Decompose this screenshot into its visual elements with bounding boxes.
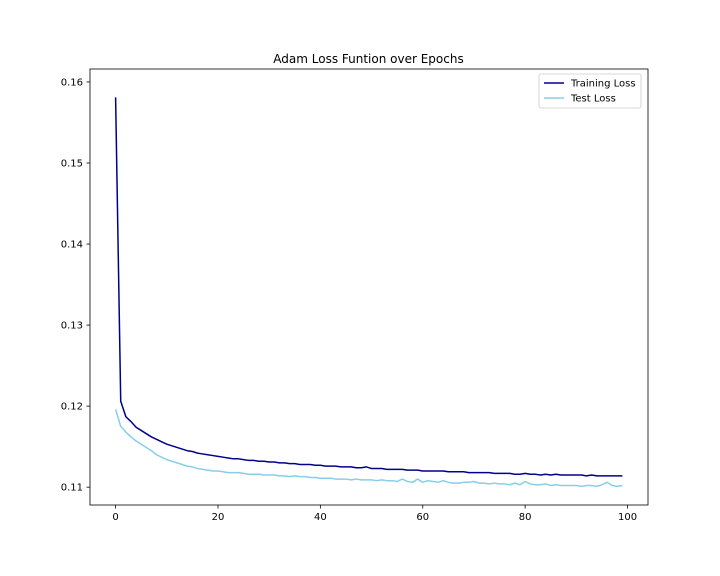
y-tick-label: 0.11 xyxy=(61,483,83,494)
x-tick-label: 80 xyxy=(519,512,532,523)
legend-label-training-loss: Training Loss xyxy=(570,79,636,90)
y-tick-label: 0.16 xyxy=(61,77,83,88)
y-tick-label: 0.14 xyxy=(61,240,83,251)
y-tick-label: 0.12 xyxy=(61,402,83,413)
series-line-test-loss xyxy=(114,409,623,488)
legend-box xyxy=(538,73,642,109)
series-line-training-loss xyxy=(114,97,623,477)
x-tick-label: 100 xyxy=(618,512,637,523)
x-tick-label: 40 xyxy=(314,512,327,523)
legend-label-test-loss: Test Loss xyxy=(570,94,616,105)
y-tick-label: 0.15 xyxy=(61,159,83,170)
axes-frame xyxy=(89,68,649,506)
x-tick-label: 0 xyxy=(112,512,118,523)
chart-title: Adam Loss Funtion over Epochs xyxy=(273,52,463,66)
plot-area: 0 20 40 60 80 100 0.11 0.12 0.13 0.14 0.15 0.16 Trai… xyxy=(61,68,649,523)
x-tick-label: 60 xyxy=(416,512,429,523)
y-tick-label: 0.13 xyxy=(61,321,83,332)
x-tick-label: 20 xyxy=(212,512,225,523)
